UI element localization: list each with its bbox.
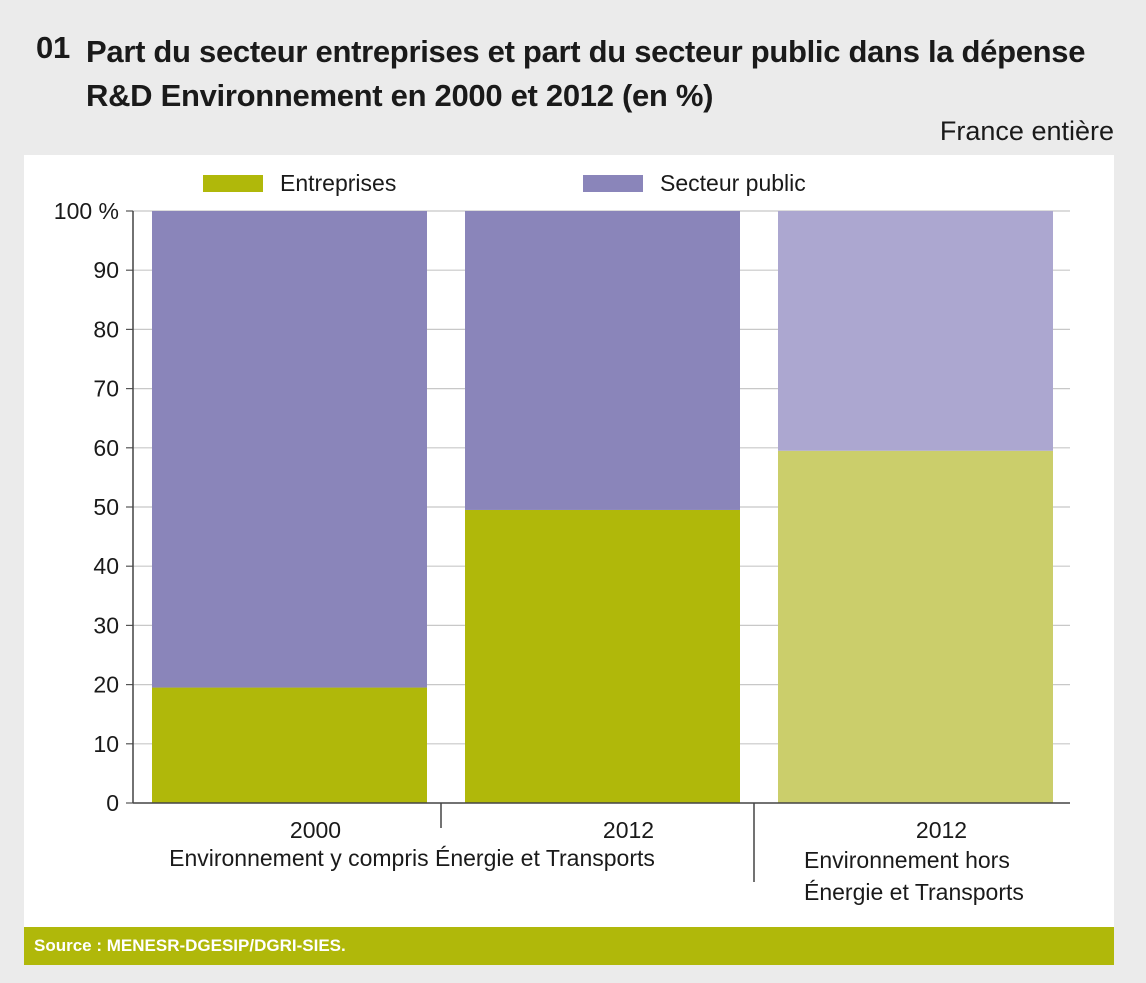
y-tick-label: 100 %	[54, 198, 119, 224]
bar-secteur-public	[152, 211, 427, 688]
bar-secteur-public	[465, 211, 740, 510]
y-tick-label: 40	[93, 553, 119, 579]
bar-secteur-public	[778, 211, 1053, 451]
x-category-label: 2012	[916, 817, 967, 843]
group-label: Environnement y compris Énergie et Trans…	[169, 845, 655, 871]
legend-label: Entreprises	[280, 170, 396, 196]
source-note: Source : MENESR-DGESIP/DGRI-SIES.	[24, 927, 1114, 965]
y-tick-label: 60	[93, 435, 119, 461]
y-tick-label: 50	[93, 494, 119, 520]
bar-entreprises	[778, 450, 1053, 803]
y-tick-label: 30	[93, 612, 119, 638]
x-category-label: 2012	[603, 817, 654, 843]
legend-swatch	[203, 175, 263, 192]
bar-entreprises	[465, 509, 740, 803]
y-tick-label: 10	[93, 731, 119, 757]
y-tick-label: 20	[93, 672, 119, 698]
y-tick-label: 90	[93, 257, 119, 283]
legend-swatch	[583, 175, 643, 192]
chart-subtitle: France entière	[939, 116, 1114, 146]
legend-label: Secteur public	[660, 170, 806, 196]
x-category-label: 2000	[290, 817, 341, 843]
chart-title: Part du secteur entreprises et part du s…	[86, 34, 1086, 113]
figure-number: 01	[36, 30, 70, 65]
y-tick-label: 0	[106, 790, 119, 816]
bar-entreprises	[152, 687, 427, 803]
group-label: Environnement hors Énergie et Transports	[804, 847, 1024, 905]
y-tick-label: 70	[93, 376, 119, 402]
y-tick-label: 80	[93, 316, 119, 342]
